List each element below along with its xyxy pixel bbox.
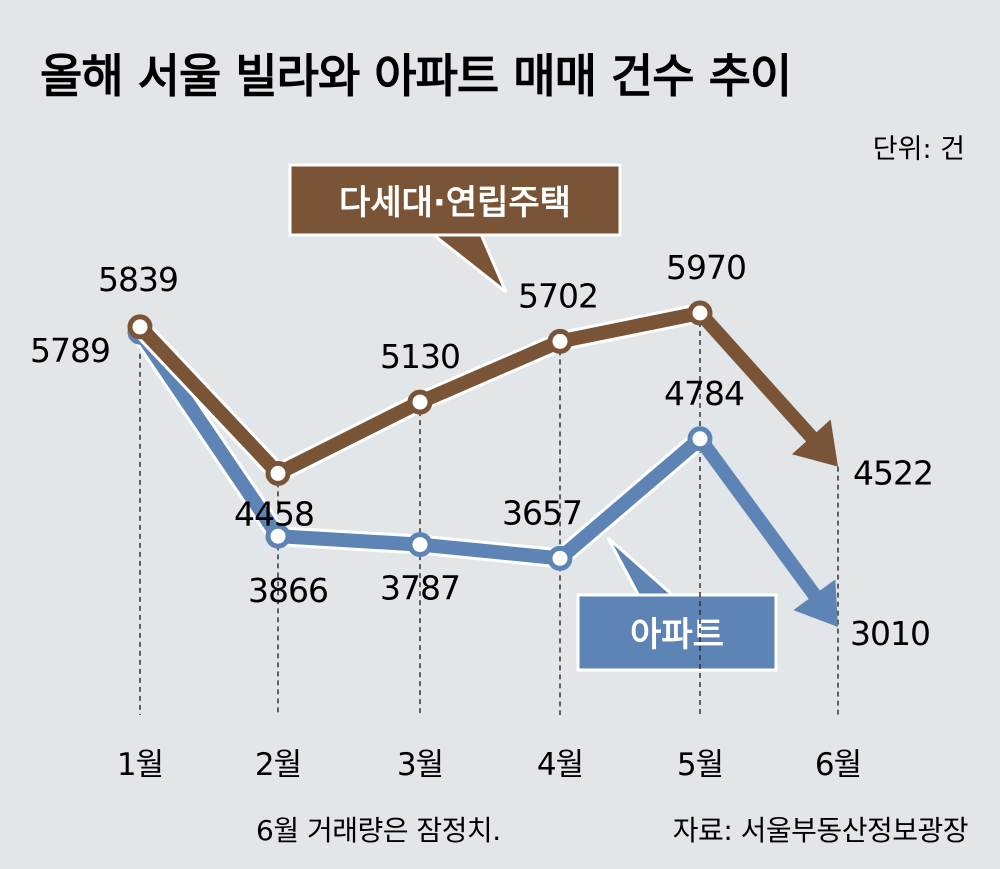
data-point <box>265 523 291 549</box>
series-villa-arrow-head <box>791 419 838 467</box>
data-point <box>407 532 433 558</box>
data-label: 5789 <box>30 331 110 370</box>
x-tick-label: 2월 <box>255 747 301 783</box>
data-label: 3866 <box>248 571 328 610</box>
legend-villa: 다세대·연립주택 <box>288 163 622 294</box>
legend-villa-label: 다세대·연립주택 <box>339 183 571 223</box>
legend-villa-box <box>288 163 622 237</box>
data-label: 3657 <box>502 493 582 532</box>
legend-apartment-box <box>576 593 778 672</box>
data-point <box>547 328 573 354</box>
data-point <box>547 545 573 571</box>
data-label: 5970 <box>666 248 746 287</box>
legend-apartment-label: 아파트 <box>630 615 724 655</box>
data-label: 5702 <box>518 276 598 315</box>
data-label: 5839 <box>98 260 178 299</box>
x-tick-label: 1월 <box>117 747 163 783</box>
x-tick-label: 6월 <box>815 747 861 783</box>
data-point <box>687 300 713 326</box>
legend-apartment: 아파트 <box>576 536 778 672</box>
chart-title: 올해 서울 빌라와 아파트 매매 건수 추이 <box>40 49 791 103</box>
data-label: 4458 <box>234 494 314 533</box>
x-tick-label: 5월 <box>677 747 723 783</box>
series-villa-arrow-shaft <box>693 306 819 444</box>
source-note: 자료: 서울부동산정보광장 <box>673 814 968 847</box>
data-point <box>265 460 291 486</box>
data-point <box>687 426 713 452</box>
data-point <box>407 389 433 415</box>
data-point <box>127 314 153 340</box>
series-apartment-arrow-shaft <box>693 431 822 602</box>
footnote: 6월 거래량은 잠정치. <box>256 814 501 847</box>
plot-area: 1월 2월 3월 4월 5월 6월 5789 3866 3787 3657 4784 3010 5839… <box>30 248 934 783</box>
legend-villa-pointer <box>425 230 508 294</box>
data-label: 5130 <box>380 337 460 376</box>
data-label: 4522 <box>853 454 933 493</box>
unit-label: 단위: 건 <box>873 134 965 165</box>
series-apartment-arrow-head <box>793 579 838 627</box>
legend-apartment-pointer <box>606 536 680 600</box>
x-tick-label: 4월 <box>537 747 583 783</box>
data-label: 3787 <box>380 569 460 608</box>
data-label: 4784 <box>664 374 744 413</box>
x-tick-label: 3월 <box>397 747 443 783</box>
data-label: 3010 <box>850 614 930 653</box>
